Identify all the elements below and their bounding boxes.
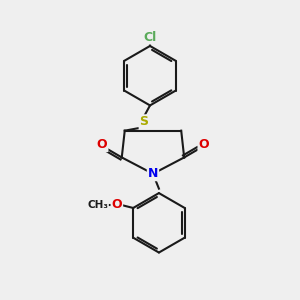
Text: O: O — [199, 138, 209, 151]
Text: Cl: Cl — [143, 31, 157, 44]
Text: CH₃: CH₃ — [87, 200, 108, 210]
Text: N: N — [148, 167, 158, 180]
Text: O: O — [112, 199, 122, 212]
Text: O: O — [97, 138, 107, 151]
Text: S: S — [140, 115, 148, 128]
